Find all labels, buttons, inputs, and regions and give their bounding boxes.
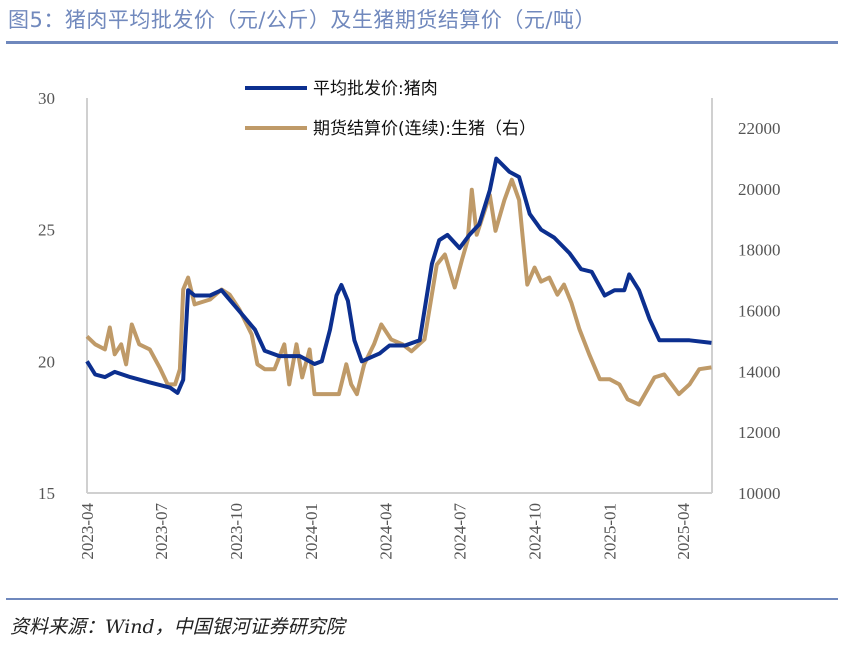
y-right-tick-label: 14000 [738,362,781,381]
x-tick-label: 2024-01 [302,503,321,560]
series-line-pork-wholesale [85,156,712,395]
x-tick-label: 2024-07 [451,503,470,560]
y-right-tick-label: 22000 [738,119,781,138]
y-left-tick-label: 25 [38,221,55,240]
legend-label: 平均批发价:猪肉 [313,79,438,99]
y-right-tick-label: 12000 [738,423,781,442]
y-right-tick-label: 20000 [738,180,781,199]
x-tick-label: 2024-10 [526,503,545,560]
y-left-tick-label: 30 [38,89,55,108]
y-right-tick-label: 18000 [738,241,781,260]
y-right-tick-label: 16000 [738,302,781,321]
legend-label: 期货结算价(连续):生猪（右） [313,119,536,139]
x-tick-label: 2025-01 [601,503,620,560]
source-note: 资料来源：Wind，中国银河证券研究院 [10,616,345,638]
x-tick-label: 2023-07 [152,503,171,560]
y-right-tick-label: 10000 [738,484,781,503]
bottom-rule [6,598,838,600]
x-tick-label: 2023-04 [78,503,97,560]
figure-title: 图5：猪肉平均批发价（元/公斤）及生猪期货结算价（元/吨） [8,8,597,32]
top-rule [6,41,838,44]
y-left-tick-label: 15 [38,484,55,503]
x-tick-label: 2025-04 [674,503,693,560]
series-lines [85,156,712,407]
series-line-hog-futures [85,177,712,407]
x-tick-label: 2024-04 [376,503,395,560]
x-tick-label: 2023-10 [227,503,246,560]
y-left-tick-label: 20 [38,352,55,371]
axes: 15 20 25 30 10000 12000 14000 16000 18000 20000 22… [38,89,781,560]
